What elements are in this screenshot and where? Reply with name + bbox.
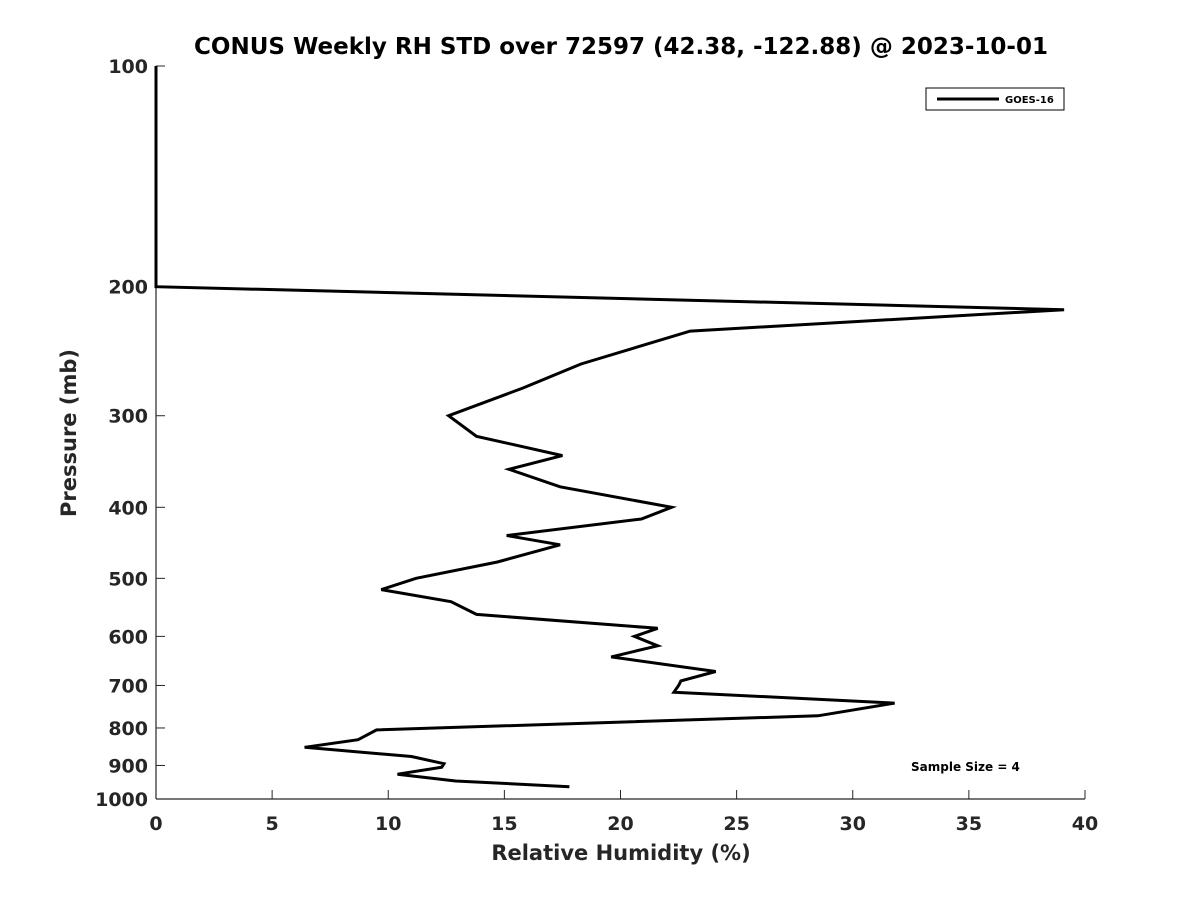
chart-title: CONUS Weekly RH STD over 72597 (42.38, -…	[194, 34, 1048, 60]
x-tick-group: 0 5 10 15 20 25 30 35 40	[149, 790, 1098, 835]
y-tick-label: 900	[108, 755, 148, 777]
y-tick-label: 800	[108, 718, 148, 740]
y-tick-label: 600	[108, 626, 148, 648]
x-tick-label: 30	[840, 813, 866, 835]
y-tick-label: 700	[108, 675, 148, 697]
x-tick-label: 5	[266, 813, 279, 835]
y-axis-label: Pressure (mb)	[57, 349, 81, 517]
sample-size-annotation: Sample Size = 4	[911, 760, 1020, 774]
x-tick-label: 40	[1072, 813, 1098, 835]
x-tick-label: 10	[375, 813, 401, 835]
series-layer	[154, 66, 1065, 789]
series-line-goes-16	[154, 66, 1065, 789]
legend-label-goes-16: GOES-16	[1005, 95, 1054, 106]
y-tick-label: 500	[108, 568, 148, 590]
y-tick-label: 300	[108, 406, 148, 428]
x-tick-label: 25	[723, 813, 749, 835]
x-tick-label: 15	[491, 813, 517, 835]
x-tick-label: 35	[956, 813, 982, 835]
x-axis-label: Relative Humidity (%)	[491, 841, 750, 865]
axes	[155, 66, 1085, 800]
y-tick-group: 100 200 300 400 500 600 700 800 900 1000	[95, 56, 165, 811]
y-tick-label: 1000	[95, 789, 148, 811]
x-tick-label: 0	[149, 813, 162, 835]
legend: GOES-16	[925, 87, 1065, 111]
y-tick-label: 400	[108, 497, 148, 519]
x-tick-label: 20	[607, 813, 633, 835]
y-tick-label: 200	[108, 277, 148, 299]
y-tick-label: 100	[108, 56, 148, 78]
